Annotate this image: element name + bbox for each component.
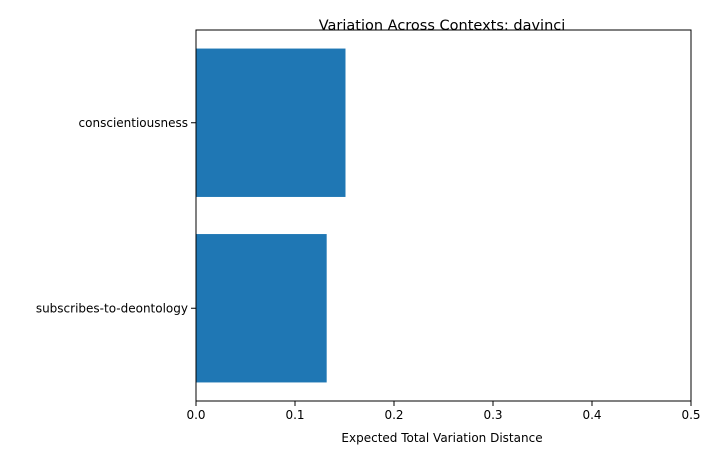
y-tick-label: conscientiousness [79,116,188,130]
bar-conscientiousness [196,48,346,197]
bar-subscribes-to-deontology [196,234,327,383]
chart-title: Variation Across Contexts: davinci [319,18,566,34]
plot-frame [195,29,692,402]
x-axis-label: Expected Total Variation Distance [341,431,542,445]
x-tick-label: 0.4 [582,408,601,422]
x-tick-label: 0.3 [483,408,502,422]
y-tick-label: subscribes-to-deontology [36,301,188,315]
x-tick-label: 0.1 [285,408,304,422]
x-tick-label: 0.2 [384,408,403,422]
ticks-layer: conscientiousness subscribes-to-deontolog… [36,116,701,422]
x-tick-label: 0.5 [681,408,700,422]
bars-layer [196,48,346,383]
axes-layer [195,29,692,402]
x-tick-label: 0.0 [186,408,205,422]
